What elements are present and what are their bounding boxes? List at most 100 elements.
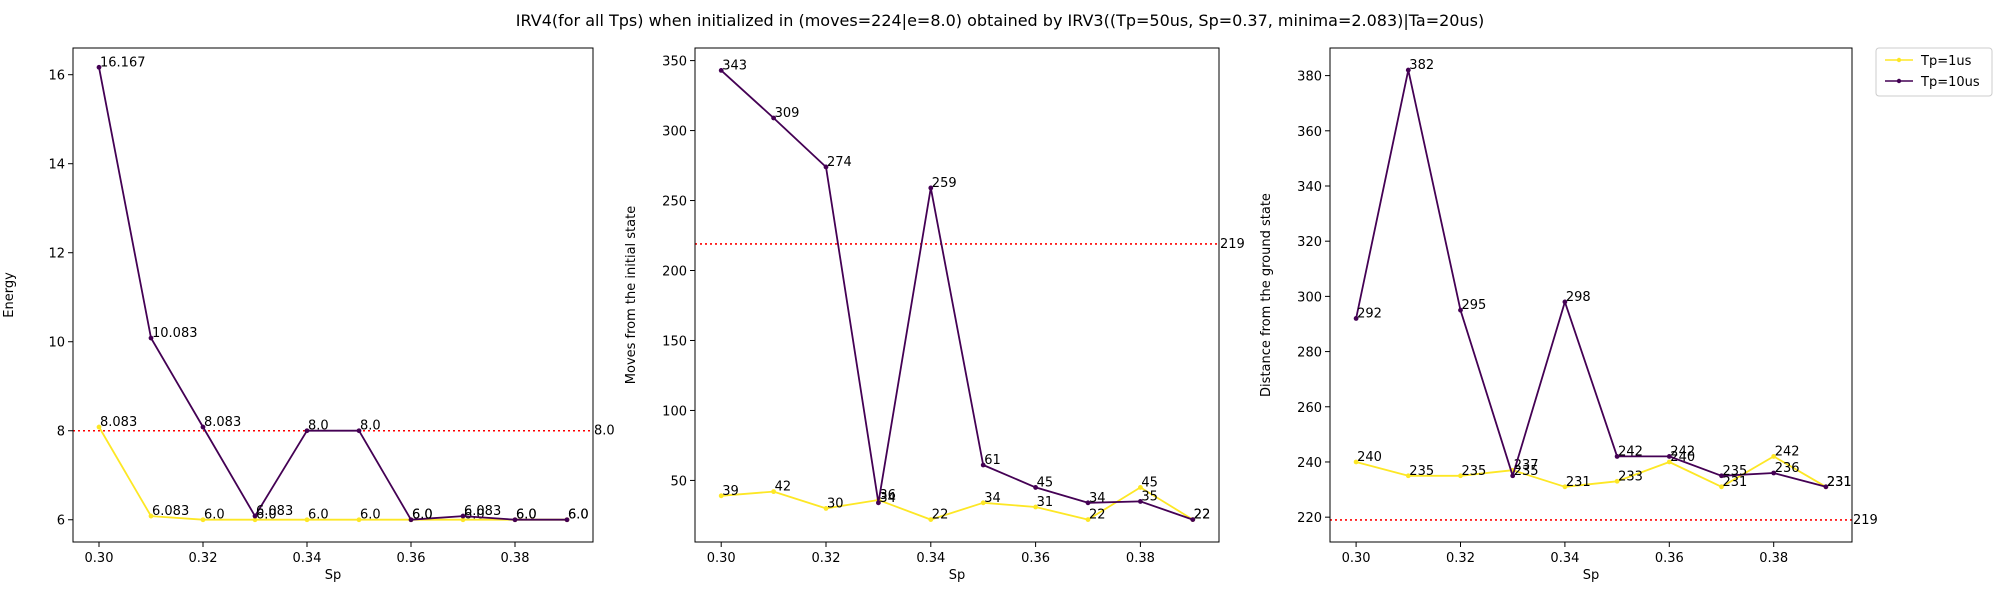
data-point xyxy=(408,517,414,523)
data-label: 292 xyxy=(1357,306,1382,321)
x-tick-label: 0.34 xyxy=(916,551,945,566)
y-tick-label: 360 xyxy=(1297,125,1322,140)
data-point xyxy=(980,500,986,506)
data-point xyxy=(1033,485,1038,490)
data-label: 242 xyxy=(1670,444,1695,459)
x-tick-label: 0.34 xyxy=(1550,551,1579,566)
data-label: 6.0 xyxy=(568,508,589,523)
data-label: 6.083 xyxy=(464,504,501,519)
data-label: 235 xyxy=(1514,464,1539,479)
y-tick-label: 50 xyxy=(670,474,687,489)
data-point xyxy=(1033,504,1038,510)
y-tick-label: 8 xyxy=(57,425,65,440)
x-tick-label: 0.30 xyxy=(85,551,114,566)
y-tick-label: 14 xyxy=(48,158,65,173)
data-label: 242 xyxy=(1618,444,1643,459)
data-label: 6.0 xyxy=(412,508,433,523)
x-axis-label: Sp xyxy=(1583,568,1600,583)
data-label: 8.0 xyxy=(308,419,329,434)
data-label: 231 xyxy=(1827,475,1852,490)
data-label: 6.0 xyxy=(464,508,485,523)
data-label: 6.0 xyxy=(204,508,225,523)
data-point xyxy=(1353,316,1359,321)
data-point xyxy=(771,489,776,495)
data-label: 309 xyxy=(775,106,800,121)
y-tick-label: 200 xyxy=(662,265,687,280)
data-label: 34 xyxy=(879,491,896,506)
reference-line-label: 8.0 xyxy=(594,424,615,439)
subplot-2: 219 39 42 30 36 22 34 31 22 45 22 343 309 274 34 259 61 4… xyxy=(624,47,1245,583)
y-tick-label: 300 xyxy=(662,125,687,140)
series-line-tp-1us xyxy=(1355,455,1827,488)
data-point xyxy=(1823,484,1829,490)
data-label: 6.083 xyxy=(152,504,189,519)
data-point xyxy=(1614,478,1620,484)
y-tick-label: 10 xyxy=(48,336,65,351)
data-point xyxy=(200,517,206,523)
series-line-tp-10us xyxy=(98,67,567,521)
data-label: 274 xyxy=(827,155,852,170)
data-point xyxy=(1771,470,1777,476)
data-point xyxy=(1353,459,1359,465)
data-label: 298 xyxy=(1566,290,1591,305)
data-point xyxy=(1614,454,1620,459)
data-point xyxy=(1458,473,1463,479)
reference-line-label: 219 xyxy=(1853,513,1878,528)
data-point xyxy=(1666,454,1672,459)
axes-frame xyxy=(72,47,594,543)
data-label: 22 xyxy=(932,508,949,523)
data-point xyxy=(148,335,154,341)
y-tick-label: 12 xyxy=(48,247,65,262)
y-tick-label: 250 xyxy=(662,195,687,210)
data-point xyxy=(252,517,258,523)
y-axis-label: Energy xyxy=(2,272,17,318)
data-label: 6.0 xyxy=(308,508,329,523)
figure-title: IRV4(for all Tps) when initialized in (m… xyxy=(516,11,1484,30)
y-tick-label: 220 xyxy=(1297,511,1322,526)
data-label: 233 xyxy=(1618,469,1643,484)
y-tick-label: 150 xyxy=(662,334,687,349)
data-label: 22 xyxy=(1194,508,1211,523)
data-label: 36 xyxy=(879,488,896,503)
y-tick-label: 320 xyxy=(1297,235,1322,250)
x-axis-label: Sp xyxy=(949,568,966,583)
x-tick-label: 0.36 xyxy=(1655,551,1684,566)
legend-label-tp-1us: Tp=1us xyxy=(1920,54,1972,69)
data-point xyxy=(148,513,154,519)
y-tick-label: 280 xyxy=(1297,346,1322,361)
data-point xyxy=(718,493,724,499)
data-label: 343 xyxy=(722,58,747,73)
x-axis-label: Sp xyxy=(325,568,342,583)
x-tick-label: 0.30 xyxy=(1342,551,1371,566)
y-tick-label: 100 xyxy=(662,404,687,419)
legend-marker-tp-1us xyxy=(1896,57,1902,63)
data-point xyxy=(304,517,310,523)
legend-marker-tp-10us xyxy=(1896,78,1902,84)
data-point xyxy=(1190,517,1196,523)
x-tick-label: 0.30 xyxy=(707,551,736,566)
data-label: 8.083 xyxy=(204,415,241,430)
data-label: 30 xyxy=(827,496,844,511)
data-label: 235 xyxy=(1723,464,1748,479)
data-label: 6.0 xyxy=(360,508,381,523)
data-point xyxy=(460,517,466,523)
x-tick-label: 0.32 xyxy=(812,551,841,566)
data-point xyxy=(1719,473,1724,479)
data-label: 6.0 xyxy=(516,508,537,523)
data-label: 31 xyxy=(1037,495,1054,510)
data-label: 61 xyxy=(984,453,1001,468)
data-label: 242 xyxy=(1775,444,1800,459)
data-point xyxy=(252,513,258,519)
data-label: 231 xyxy=(1566,475,1591,490)
data-point xyxy=(980,462,986,468)
data-label: 240 xyxy=(1357,450,1382,465)
data-point xyxy=(718,67,724,73)
data-label: 382 xyxy=(1409,58,1434,73)
data-label: 22 xyxy=(1089,508,1106,523)
data-point xyxy=(1666,459,1672,465)
data-point xyxy=(460,513,466,519)
data-point xyxy=(1085,517,1091,523)
